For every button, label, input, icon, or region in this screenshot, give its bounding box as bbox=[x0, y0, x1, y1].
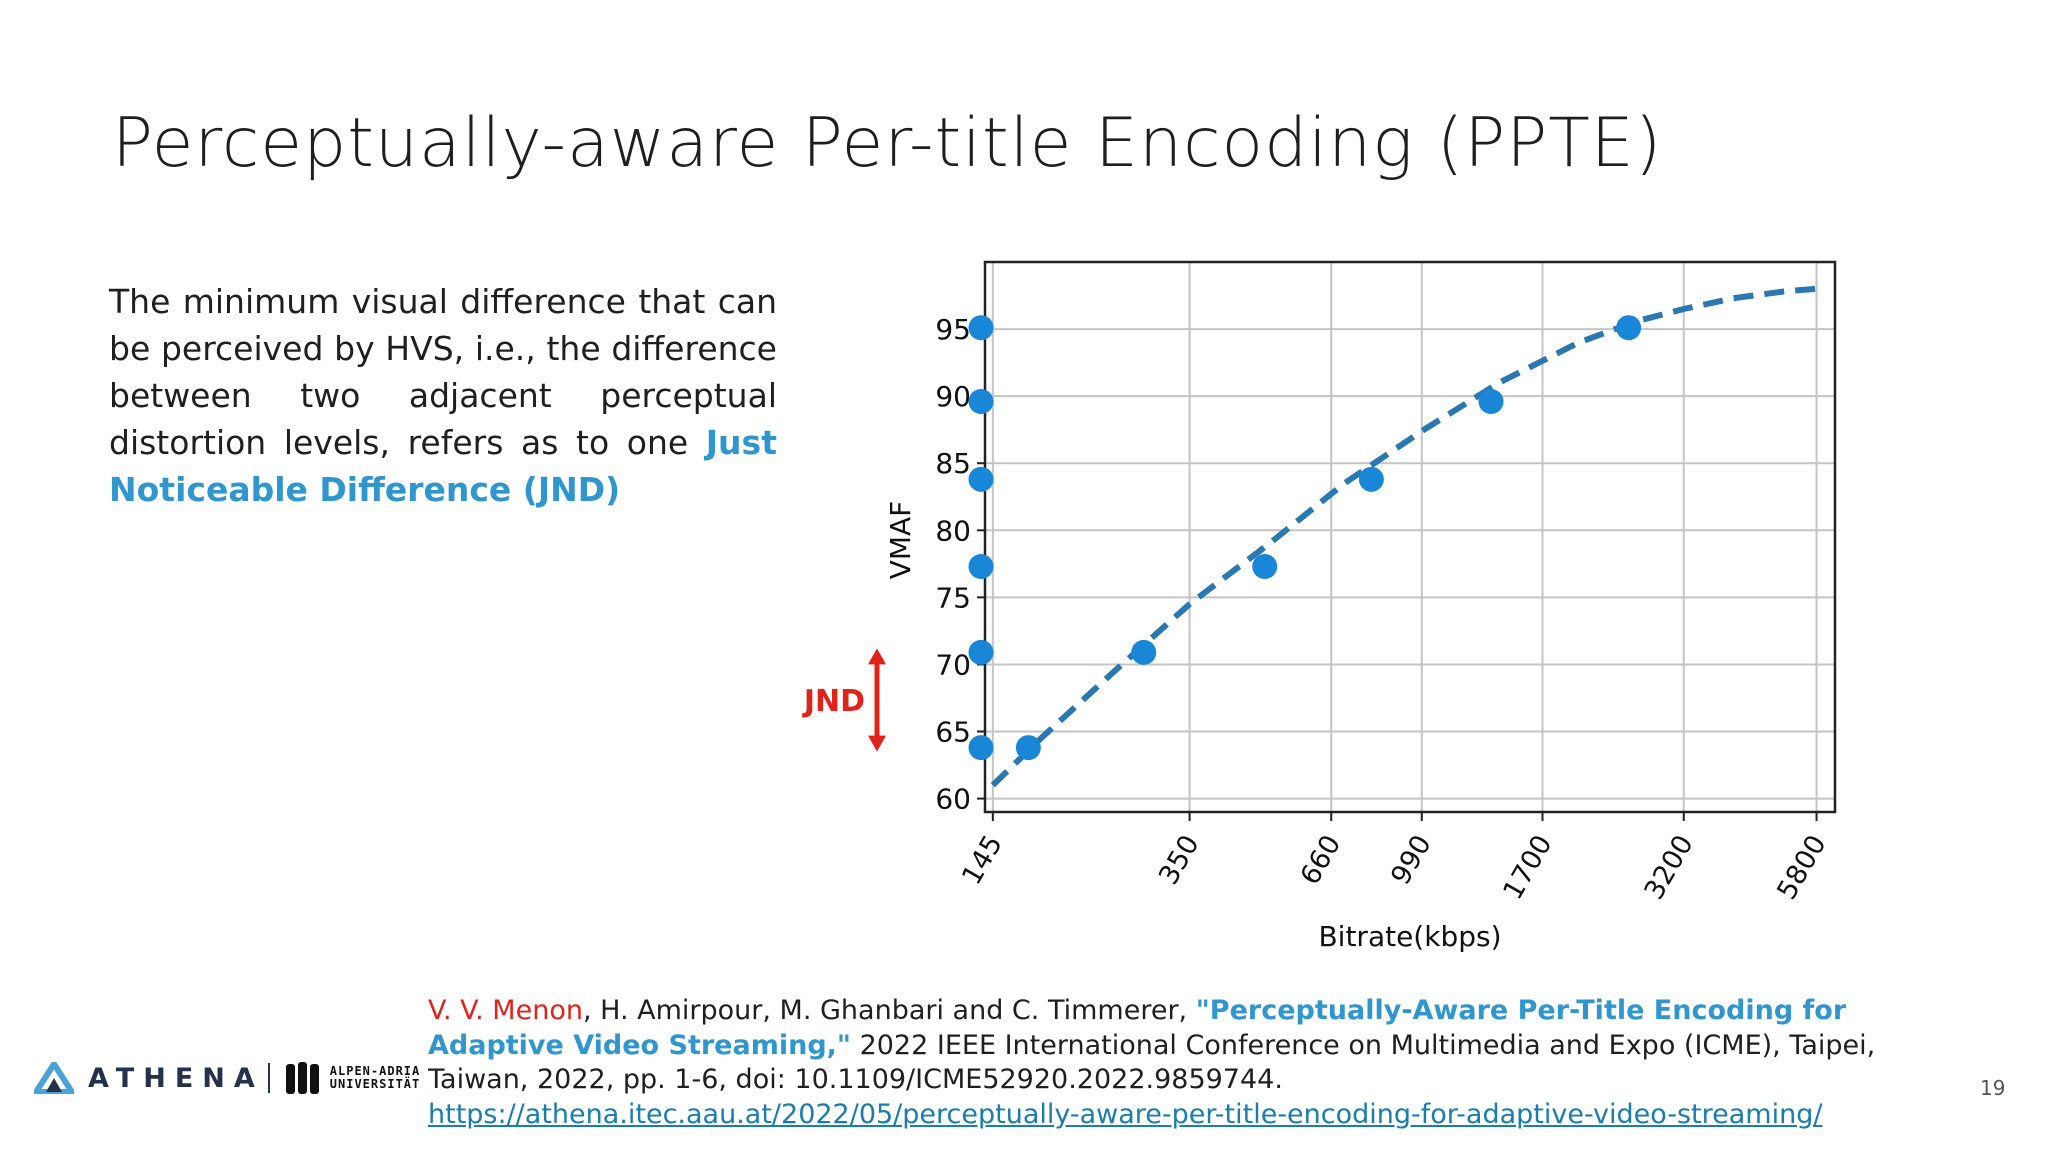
y-axis-label: VMAF bbox=[884, 501, 917, 580]
citation-link[interactable]: https://athena.itec.aau.at/2022/05/perce… bbox=[428, 1098, 1823, 1130]
y-tick-label: 85 bbox=[935, 447, 971, 480]
x-tick-label: 145 bbox=[956, 830, 1009, 890]
data-point bbox=[1131, 639, 1157, 665]
x-tick-label: 660 bbox=[1295, 830, 1348, 890]
x-tick-label: 3200 bbox=[1639, 830, 1700, 905]
logo-separator bbox=[267, 1063, 270, 1093]
data-point bbox=[1616, 315, 1642, 341]
body-text: The minimum visual difference that can b… bbox=[109, 282, 777, 462]
university-logo-icon bbox=[285, 1062, 319, 1094]
logo-area: ATHENA ALPEN-ADRIA UNIVERSITÄT bbox=[34, 1056, 420, 1100]
jnd-arrow-head-down bbox=[868, 735, 886, 752]
jnd-level-marker bbox=[968, 554, 994, 580]
jnd-annotation: JND bbox=[802, 648, 886, 752]
university-line-1: ALPEN-ADRIA bbox=[329, 1064, 421, 1078]
page-number: 19 bbox=[1980, 1076, 2006, 1100]
slide-title: Perceptually-aware Per-title Encoding (P… bbox=[112, 104, 1663, 183]
y-axis: 60 65 70 75 80 85 90 95 bbox=[935, 313, 985, 816]
data-point bbox=[1358, 466, 1384, 492]
athena-logo-text: ATHENA bbox=[88, 1062, 264, 1094]
jnd-label: JND bbox=[802, 684, 865, 719]
vmaf-bitrate-chart: 60 65 70 75 80 85 90 95 145 350 660 990 1700 3200 580… bbox=[802, 260, 1837, 953]
chart-grid bbox=[985, 262, 1835, 812]
jnd-level-marker bbox=[968, 639, 994, 665]
athena-logo-icon bbox=[34, 1062, 74, 1094]
jnd-level-marker bbox=[968, 735, 994, 761]
citation: V. V. Menon, H. Amirpour, M. Ghanbari an… bbox=[428, 994, 1948, 1132]
jnd-level-marker bbox=[968, 315, 994, 341]
x-tick-label: 1700 bbox=[1497, 830, 1558, 905]
y-tick-label: 75 bbox=[935, 581, 971, 614]
vmaf-curve bbox=[990, 285, 1817, 788]
jnd-term: Just Noticeable Difference (JND) bbox=[109, 423, 777, 509]
curve-layer bbox=[990, 285, 1817, 788]
x-tick-label: 5800 bbox=[1771, 830, 1832, 905]
citation-authors: , H. Amirpour, M. Ghanbari and C. Timmer… bbox=[582, 995, 1188, 1026]
y-tick-label: 70 bbox=[935, 648, 971, 681]
x-tick-label: 990 bbox=[1385, 830, 1438, 890]
citation-author-highlight: V. V. Menon bbox=[428, 995, 583, 1026]
citation-venue: 2022 IEEE International Conference on Mu… bbox=[428, 1029, 1876, 1096]
citation-paper-title: "Perceptually-Aware Per-Title Encoding f… bbox=[428, 995, 1847, 1061]
plot-frame bbox=[983, 260, 1837, 814]
x-axis: 145 350 660 990 1700 3200 5800 bbox=[956, 812, 1833, 905]
data-point bbox=[1478, 389, 1504, 415]
y-tick-label: 90 bbox=[935, 380, 971, 413]
data-point bbox=[1252, 554, 1278, 580]
university-logo-text: ALPEN-ADRIA UNIVERSITÄT bbox=[330, 1065, 420, 1091]
x-tick-label: 350 bbox=[1153, 830, 1206, 890]
jnd-arrow-head-up bbox=[868, 648, 886, 665]
y-tick-label: 60 bbox=[935, 783, 971, 816]
body-paragraph: The minimum visual difference that can b… bbox=[109, 278, 777, 513]
y-tick-label: 65 bbox=[935, 716, 971, 749]
jnd-level-marker bbox=[968, 389, 994, 415]
points-layer bbox=[968, 315, 1642, 761]
jnd-level-marker bbox=[968, 466, 994, 492]
data-point bbox=[1015, 735, 1041, 761]
university-line-2: UNIVERSITÄT bbox=[329, 1077, 421, 1091]
x-axis-label: Bitrate(kbps) bbox=[1318, 920, 1501, 953]
y-tick-label: 80 bbox=[935, 514, 971, 547]
y-tick-label: 95 bbox=[935, 313, 971, 346]
